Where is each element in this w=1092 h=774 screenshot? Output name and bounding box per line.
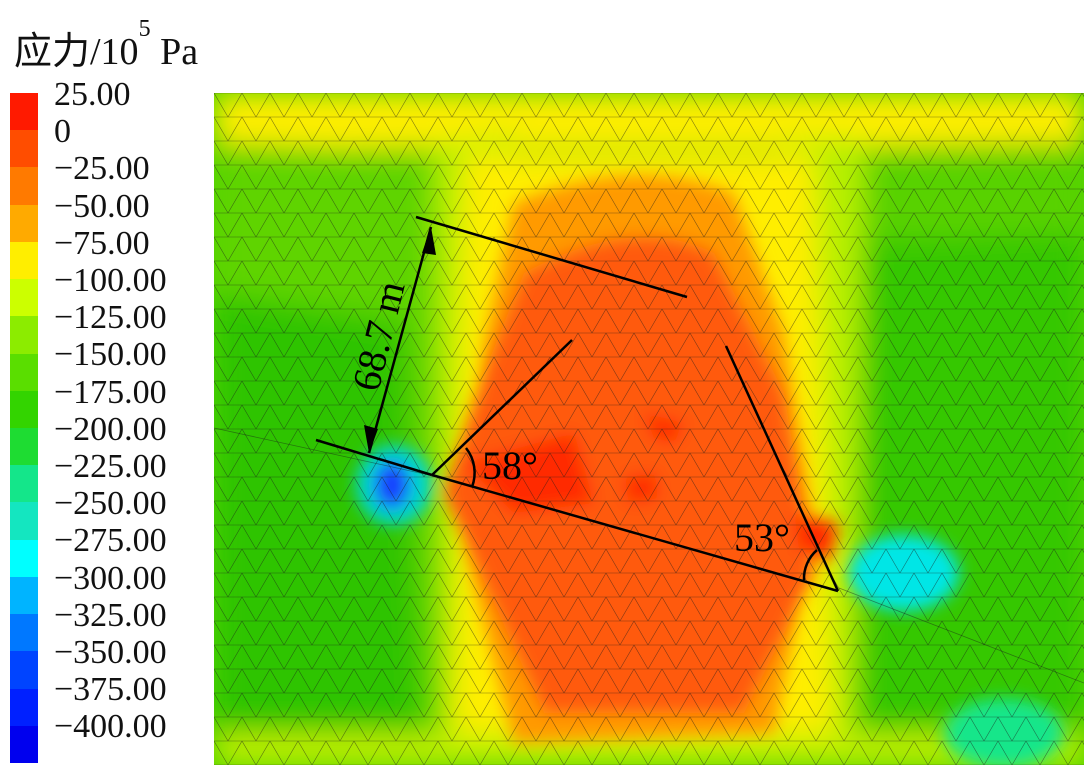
angle-left-label: 58° xyxy=(482,443,538,488)
colorbar-swatch xyxy=(10,353,38,391)
colorbar-swatch xyxy=(10,427,38,466)
colorbar-label: −25.00 xyxy=(54,150,150,188)
fem-mesh xyxy=(214,93,1084,765)
colorbar-label: −200.00 xyxy=(54,410,167,448)
title-unit: Pa xyxy=(150,31,199,73)
dimension-arrows xyxy=(364,227,436,453)
title-exponent: 5 xyxy=(138,16,151,42)
left-collapse-line xyxy=(431,339,573,476)
annotation-lines xyxy=(315,215,840,593)
right-collapse-line xyxy=(724,345,840,592)
colorbar-label: −150.00 xyxy=(54,336,167,374)
colorbar-label: −50.00 xyxy=(54,187,150,225)
colorbar-swatch xyxy=(10,279,38,317)
stress-contour-plot: 68.7 m 58° 53° xyxy=(214,93,1084,765)
colorbar-swatch xyxy=(10,204,38,242)
arrowhead-bottom xyxy=(364,425,378,453)
colorbar-swatch xyxy=(10,651,38,689)
colorbar-swatch xyxy=(10,130,38,168)
fault-line-left xyxy=(214,427,430,476)
colorbar-swatch xyxy=(10,465,38,503)
dimension-line xyxy=(367,226,433,454)
colorbar-swatch xyxy=(10,725,38,763)
colorbar-swatch xyxy=(10,167,38,205)
angle-arc-left xyxy=(464,447,476,488)
colorbar-label: −75.00 xyxy=(54,224,150,262)
colorbar-swatch xyxy=(10,390,38,428)
colorbar-swatch xyxy=(10,576,38,615)
colorbar-swatch xyxy=(10,539,38,577)
colorbar-swatch xyxy=(10,93,38,131)
colorbar-swatch xyxy=(10,502,38,540)
colorbar-label: 0 xyxy=(54,113,71,151)
colorbar-label: −275.00 xyxy=(54,522,167,560)
colorbar-swatch xyxy=(10,316,38,354)
colorbar-label: −175.00 xyxy=(54,373,167,411)
colorbar-label: −125.00 xyxy=(54,299,167,337)
fault-line-right xyxy=(838,587,1084,684)
baseline-extension xyxy=(315,438,433,477)
colorbar-label: −250.00 xyxy=(54,485,167,523)
colorbar-title: 应力/105 Pa xyxy=(14,16,199,75)
colorbar-label: −375.00 xyxy=(54,671,167,709)
roof-line xyxy=(415,215,688,299)
arrowhead-top xyxy=(422,227,436,255)
title-text: 应力/10 xyxy=(14,31,139,73)
colorbar-label: −300.00 xyxy=(54,559,167,597)
seam-line xyxy=(431,473,839,593)
colorbar-label: 25.00 xyxy=(54,76,131,113)
colorbar-swatch xyxy=(10,688,38,726)
angle-arc-right xyxy=(802,549,818,581)
colorbar-label: −400.00 xyxy=(54,708,167,746)
colorbar-swatch xyxy=(10,241,38,280)
colorbar xyxy=(10,93,38,763)
colorbar-label: −325.00 xyxy=(54,596,167,634)
colorbar-swatch xyxy=(10,614,38,652)
colorbar-label: −100.00 xyxy=(54,262,167,299)
angle-right-label: 53° xyxy=(734,515,790,560)
colorbar-label: −350.00 xyxy=(54,634,167,671)
colorbar-label: −225.00 xyxy=(54,448,167,485)
